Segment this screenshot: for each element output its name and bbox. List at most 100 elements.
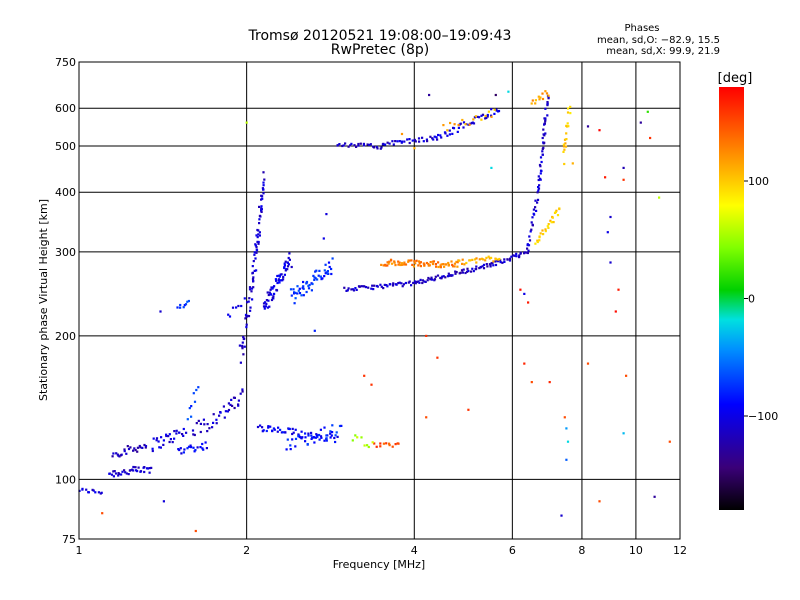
data-point — [364, 286, 368, 289]
data-point — [182, 427, 185, 431]
data-point — [290, 294, 293, 297]
data-point — [324, 263, 327, 266]
data-point — [190, 446, 193, 449]
data-point — [451, 274, 454, 277]
data-point — [243, 297, 246, 300]
data-point — [334, 434, 337, 437]
grid — [79, 62, 680, 539]
data-point — [417, 264, 420, 267]
data-point — [237, 404, 240, 407]
data-point — [481, 265, 484, 268]
data-point — [262, 192, 265, 195]
data-point — [484, 259, 487, 262]
data-point — [455, 260, 458, 263]
data-point — [362, 142, 365, 145]
data-point — [494, 263, 498, 267]
data-point — [552, 221, 555, 224]
data-point — [329, 432, 332, 435]
data-point — [426, 140, 429, 143]
data-point — [143, 470, 146, 474]
data-point — [397, 260, 400, 263]
data-point — [269, 288, 272, 291]
data-point — [205, 447, 208, 450]
data-point — [456, 265, 459, 268]
data-point — [118, 455, 121, 458]
data-point — [417, 137, 421, 140]
data-point — [283, 264, 286, 267]
data-point — [346, 289, 349, 292]
data-point — [330, 267, 333, 271]
data-point — [182, 434, 185, 437]
data-point — [252, 279, 255, 283]
data-point — [507, 90, 510, 93]
data-point — [289, 444, 292, 447]
data-point — [519, 251, 522, 254]
data-point — [418, 140, 421, 143]
data-point — [375, 145, 378, 149]
data-point — [272, 286, 275, 289]
data-point — [165, 434, 168, 438]
data-point — [331, 257, 334, 260]
data-point — [277, 279, 280, 282]
data-point — [185, 431, 188, 434]
data-point — [547, 94, 550, 97]
data-point — [423, 280, 426, 283]
data-point — [218, 414, 221, 417]
data-points — [78, 90, 671, 533]
data-point — [471, 258, 474, 261]
data-point — [586, 125, 590, 128]
data-point — [318, 433, 321, 437]
data-point — [252, 286, 255, 289]
data-point — [390, 262, 394, 265]
data-point — [191, 429, 195, 432]
data-point — [197, 386, 200, 389]
data-point — [101, 512, 104, 515]
data-point — [479, 266, 482, 269]
data-point — [475, 257, 478, 260]
data-point — [519, 288, 522, 291]
data-point — [239, 392, 242, 395]
data-point — [526, 243, 529, 246]
data-point — [489, 263, 492, 266]
data-point — [315, 434, 319, 437]
data-point — [463, 263, 466, 266]
data-point — [261, 426, 264, 429]
data-point — [129, 469, 132, 472]
data-point — [414, 140, 417, 143]
data-point — [249, 306, 252, 309]
data-point — [385, 284, 388, 287]
data-point — [433, 278, 437, 281]
x-tick-label: 1 — [76, 544, 83, 557]
colorbar-tick-label: −100 — [748, 410, 778, 423]
data-point — [393, 261, 396, 264]
data-point — [531, 224, 534, 227]
data-point — [455, 271, 458, 274]
data-point — [452, 127, 456, 130]
data-point — [288, 427, 291, 431]
data-point — [231, 404, 234, 407]
data-point — [384, 143, 387, 146]
y-tick-label: 500 — [55, 140, 76, 153]
data-point — [415, 259, 418, 262]
data-point — [394, 283, 397, 286]
data-point — [267, 293, 270, 297]
data-point — [317, 274, 320, 277]
data-point — [544, 120, 547, 123]
data-point — [283, 262, 286, 265]
data-point — [204, 441, 207, 444]
data-point — [525, 251, 528, 254]
data-point — [413, 147, 416, 150]
data-point — [480, 118, 483, 121]
data-point — [252, 260, 255, 263]
data-point — [393, 260, 396, 263]
data-point — [649, 136, 652, 140]
data-point — [411, 263, 414, 266]
data-point — [227, 313, 230, 316]
data-point — [382, 442, 385, 445]
data-point — [293, 302, 296, 305]
data-point — [279, 279, 282, 282]
data-point — [443, 265, 446, 268]
data-point — [274, 278, 277, 281]
data-point — [447, 261, 450, 265]
data-point — [518, 254, 521, 257]
